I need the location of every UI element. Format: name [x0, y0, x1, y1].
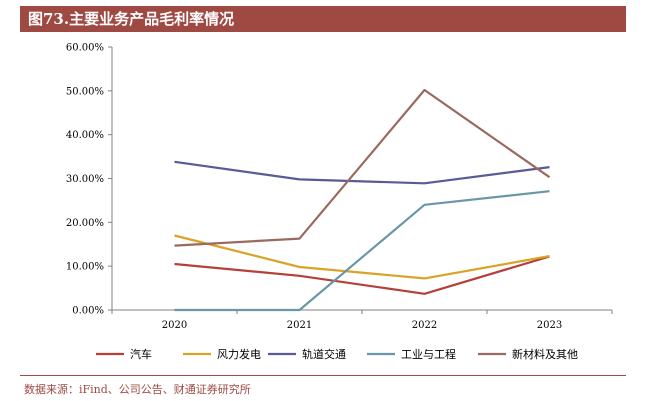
x-axis-ticks: 2020 2021 2022 2023 — [111, 310, 613, 331]
y-tick-label: 0.00% — [72, 306, 104, 317]
series-lines — [174, 88, 551, 312]
y-tick-label: 40.00% — [66, 130, 104, 141]
source-divider — [20, 375, 626, 376]
y-tick-label: 20.00% — [66, 218, 104, 229]
y-tick-label: 50.00% — [66, 86, 104, 97]
legend-label: 风力发电 — [217, 347, 261, 361]
chart-legend: 汽车 风力发电 轨道交通 工业与工程 新材料及其他 — [96, 347, 578, 361]
legend-label: 新材料及其他 — [512, 347, 578, 361]
series-line — [174, 190, 550, 312]
x-tick-label: 2020 — [162, 320, 187, 331]
x-tick-label: 2021 — [287, 320, 312, 331]
chart-title: 图73.主要业务产品毛利率情况 — [20, 6, 626, 32]
y-axis-ticks: 0.00% 10.00% 20.00% 30.00% 40.00% 50.00% 60.00… — [66, 43, 112, 317]
legend-label: 汽车 — [130, 347, 152, 361]
chart-axes — [111, 47, 612, 311]
y-tick-label: 30.00% — [66, 174, 104, 185]
series-line — [174, 234, 550, 280]
series-line — [174, 255, 550, 295]
y-tick-label: 60.00% — [66, 43, 104, 54]
legend-label: 工业与工程 — [401, 348, 456, 361]
x-tick-label: 2022 — [412, 320, 437, 331]
y-tick-label: 10.00% — [66, 262, 104, 273]
series-line — [174, 160, 550, 185]
data-source: 数据来源：iFind、公司公告、财通证券研究所 — [24, 383, 251, 396]
series-line — [174, 88, 551, 247]
legend-label: 轨道交通 — [302, 347, 346, 361]
x-tick-label: 2023 — [537, 320, 562, 331]
